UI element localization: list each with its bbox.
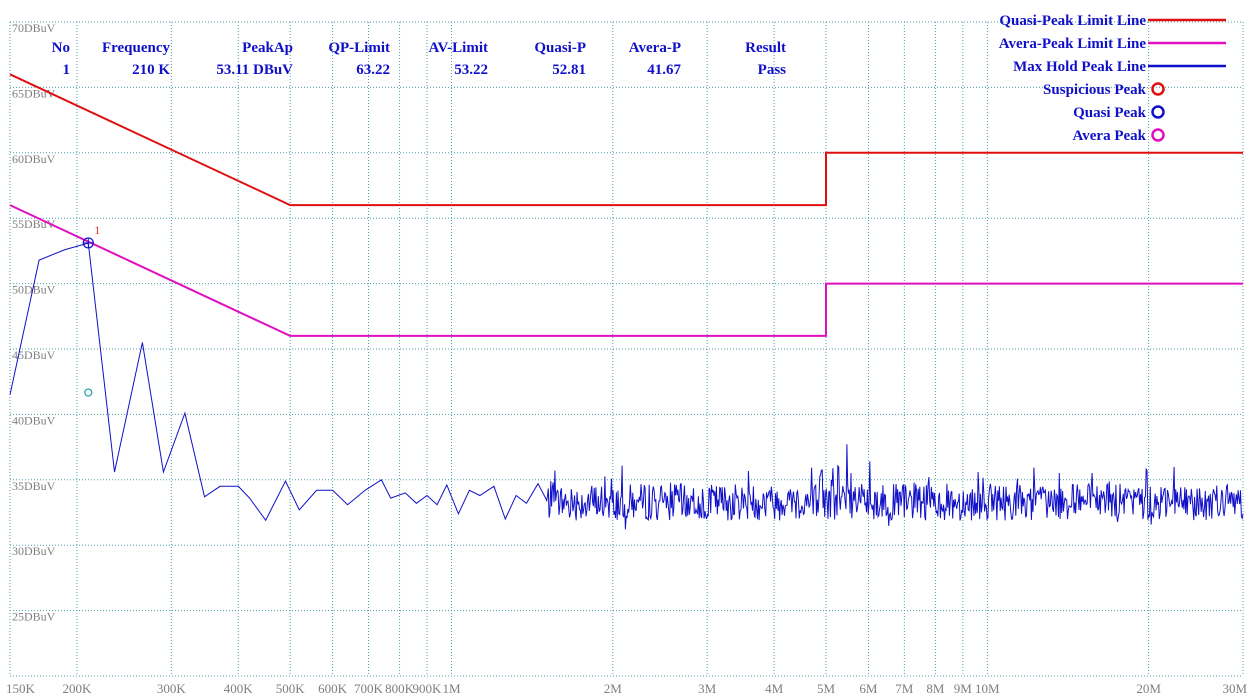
- grid-lines: [9, 21, 1244, 677]
- max-hold-trace: [9, 242, 1244, 530]
- x-tick-label: 700K: [354, 681, 384, 696]
- y-tick-label: 40DBuV: [12, 413, 56, 427]
- legend-label: Quasi-Peak Limit Line: [999, 13, 1146, 29]
- x-tick-label: 200K: [63, 681, 93, 696]
- table-cell: 1: [63, 62, 71, 78]
- table-cell: 53.22: [454, 62, 488, 78]
- table-header: AV-Limit: [429, 40, 488, 56]
- x-tick-label: 10M: [975, 681, 1000, 696]
- x-tick-label: 20M: [1136, 681, 1161, 696]
- x-tick-label: 30M: [1222, 681, 1247, 696]
- table-cell: 41.67: [647, 62, 681, 78]
- x-tick-label: 7M: [895, 681, 914, 696]
- y-tick-label: 25DBuV: [12, 610, 56, 624]
- x-tick-label: 1M: [442, 681, 461, 696]
- legend: Quasi-Peak Limit Line Avera-Peak Limit Li…: [999, 13, 1226, 144]
- x-tick-label: 4M: [765, 681, 784, 696]
- x-tick-label: 5M: [817, 681, 836, 696]
- legend-swatch-circle: [1151, 128, 1165, 142]
- table-header: Result: [745, 40, 786, 56]
- legend-swatch-circle: [1151, 82, 1165, 96]
- peak-markers: 1: [82, 223, 100, 397]
- x-tick-label: 500K: [276, 681, 306, 696]
- average-peak-marker: [84, 388, 93, 397]
- legend-label: Suspicious Peak: [1043, 82, 1147, 98]
- y-tick-label: 45DBuV: [12, 348, 56, 362]
- table-header: Frequency: [102, 40, 171, 56]
- legend-label: Avera-Peak Limit Line: [999, 36, 1147, 52]
- limit-line: [9, 73, 1243, 207]
- marker-label: 1: [94, 223, 100, 237]
- y-tick-label: 30DBuV: [12, 544, 56, 558]
- x-tick-label: 900K: [413, 681, 443, 696]
- x-tick-label: 800K: [385, 681, 415, 696]
- legend-swatch-circle: [1151, 105, 1165, 119]
- table-header: Avera-P: [629, 40, 681, 56]
- y-tick-label: 60DBuV: [12, 152, 56, 166]
- limit-lines: [9, 73, 1243, 337]
- x-tick-label: 6M: [859, 681, 878, 696]
- x-tick-label: 3M: [698, 681, 717, 696]
- x-tick-label: 9M: [954, 681, 973, 696]
- x-tick-label: 150K: [6, 681, 36, 696]
- legend-label: Quasi Peak: [1073, 105, 1147, 121]
- x-tick-label: 400K: [224, 681, 254, 696]
- table-cell: 210 K: [132, 62, 170, 78]
- x-tick-label: 300K: [157, 681, 187, 696]
- x-tick-label: 600K: [318, 681, 348, 696]
- y-tick-label: 35DBuV: [12, 479, 56, 493]
- table-cell: Pass: [758, 62, 787, 78]
- table-header: No: [52, 40, 70, 56]
- table-cell: 63.22: [356, 62, 390, 78]
- result-table: No Frequency PeakAp QP-Limit AV-Limit Quasi-P…: [52, 40, 787, 78]
- y-tick-label: 70DBuV: [12, 21, 56, 35]
- max-hold-line: [9, 242, 1244, 530]
- x-tick-label: 8M: [926, 681, 945, 696]
- table-header: Quasi-P: [534, 40, 586, 56]
- table-cell: 53.11 DBuV: [216, 62, 293, 78]
- limit-line: [9, 204, 1243, 337]
- table-cell: 52.81: [552, 62, 586, 78]
- table-header: PeakAp: [242, 40, 293, 56]
- table-header: QP-Limit: [328, 40, 390, 56]
- legend-label: Avera Peak: [1073, 128, 1147, 144]
- y-tick-label: 50DBuV: [12, 283, 56, 297]
- x-tick-label: 2M: [604, 681, 623, 696]
- legend-label: Max Hold Peak Line: [1013, 59, 1146, 75]
